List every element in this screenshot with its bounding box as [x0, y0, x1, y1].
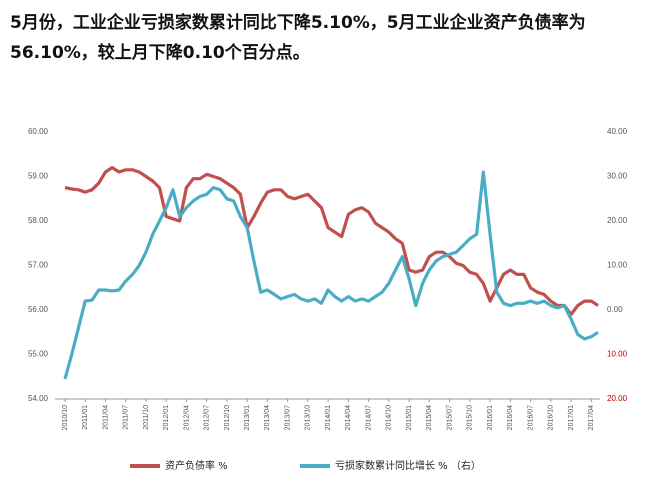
chart-title: 5月份，工业企业亏损家数累计同比下降5.10%，5月工业企业资产负债率为56.1… [10, 13, 586, 63]
x-tick-label: 2014/04 [345, 405, 352, 430]
x-tick-label: 2016/07 [527, 405, 534, 430]
y2-tick-label: 30.00 [607, 172, 628, 181]
x-tick-label: 2015/07 [446, 405, 453, 430]
y2-tick-label: 10.00 [607, 261, 628, 270]
series-line [64, 166, 599, 317]
x-tick-label: 2015/04 [426, 405, 433, 430]
x-tick-label: 2013/07 [284, 405, 291, 430]
x-tick-label: 2014/07 [365, 405, 372, 430]
x-tick-label: 2011/04 [102, 405, 109, 430]
x-tick-label: 2014/10 [386, 405, 393, 430]
x-tick-label: 2017/01 [568, 405, 575, 430]
x-tick-label: 2016/04 [507, 405, 514, 430]
x-tick-label: 2012/10 [224, 405, 231, 430]
x-tick-label: 2012/07 [204, 405, 211, 430]
x-tick-label: 2016/10 [548, 405, 555, 430]
x-tick-label: 2012/01 [163, 405, 170, 430]
y-tick-label: 60.00 [28, 127, 49, 136]
x-tick-label: 2013/10 [305, 405, 312, 430]
legend-label: 亏损家数累计同比增长 % （右） [335, 459, 481, 472]
x-tick-label: 2012/04 [183, 405, 190, 430]
x-tick-label: 2013/01 [244, 405, 251, 430]
x-tick-label: 2011/10 [143, 405, 150, 430]
y2-tick-label: 10.00 [607, 350, 628, 359]
x-tick-label: 2015/01 [406, 405, 413, 430]
x-tick-label: 2017/04 [588, 405, 595, 430]
x-tick-label: 2014/01 [325, 405, 332, 430]
y2-tick-label: 40.00 [607, 127, 628, 136]
y2-tick-label: 0.00 [607, 305, 623, 314]
x-tick-label: 2010/10 [62, 405, 69, 430]
x-tick-label: 2013/04 [264, 405, 271, 430]
y-tick-label: 57.00 [28, 261, 49, 270]
y-tick-label: 54.00 [28, 394, 49, 403]
y2-tick-label: 20.00 [607, 394, 628, 403]
series-line [63, 170, 599, 380]
x-tick-label: 2011/01 [82, 405, 89, 430]
y-tick-label: 55.00 [28, 350, 49, 359]
x-tick-label: 2011/07 [123, 405, 130, 430]
x-tick-label: 2015/10 [467, 405, 474, 430]
y-tick-label: 59.00 [28, 172, 49, 181]
y2-tick-label: 20.00 [607, 216, 628, 225]
y-tick-label: 58.00 [28, 216, 49, 225]
x-tick-label: 2016/01 [487, 405, 494, 430]
y-tick-label: 56.00 [28, 305, 49, 314]
legend-label: 资产负债率 % [165, 459, 228, 472]
